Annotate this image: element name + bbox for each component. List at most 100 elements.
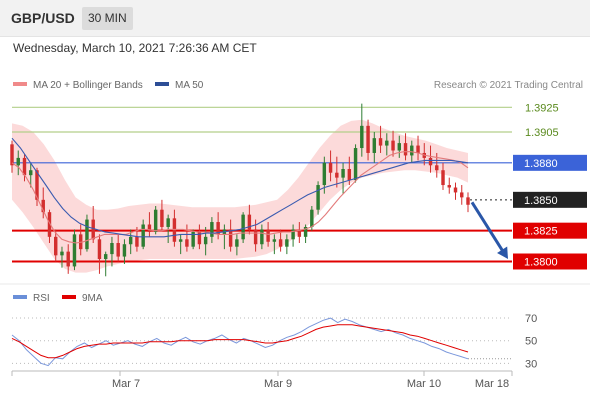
ma50-line [11,137,469,238]
legend-9ma-label: 9MA [82,293,103,304]
candle-body [210,222,214,237]
timeframe-button[interactable]: 30 MIN [82,7,133,30]
candle-body [185,239,189,247]
timestamp: Wednesday, March 10, 2021 7:26:36 AM CET [13,41,257,55]
legend-ma50-label: MA 50 [175,80,204,91]
candle-body [453,187,458,193]
candle-body [153,209,158,232]
level-label-support: 1.3800 [524,257,558,269]
level-tag-current [513,191,587,208]
candle-body [322,162,327,186]
candle-body [378,138,383,146]
level-label-support: 1.3825 [524,226,558,238]
legend-rsi: RSI [13,293,50,304]
header-bar: GBP/USD 30 MIN [0,0,590,37]
candle-body [60,251,64,256]
candle-body [285,239,289,247]
candle-body [291,229,295,240]
rsi-tick-label: 50 [525,336,537,348]
forecast-arrow-head [497,246,508,260]
legend-ma20-label: MA 20 + Bollinger Bands [33,80,143,91]
candle-body [122,244,127,257]
x-tick-label: Mar 7 [112,378,140,390]
candle-body [47,212,52,237]
candle-body [260,229,264,245]
candle-body [116,243,120,257]
level-label-pivot: 1.3880 [524,158,558,170]
x-tick-label: Mar 18 [475,378,509,390]
candle-body [110,243,114,255]
candle-body [328,162,333,173]
candle-body [91,219,95,240]
x-tick-label: Mar 9 [264,378,292,390]
candle-body [178,239,183,242]
legend-rsi-swatch [13,295,27,300]
candle-body [385,140,389,146]
candle-body [416,145,420,153]
legend-9ma-swatch [62,295,76,300]
candle-body [466,197,470,205]
candle-body [347,169,352,181]
candle-body [35,170,39,200]
candle-body [172,218,177,242]
candle-body [135,236,139,247]
candle-body [29,170,33,176]
candle-body [428,157,433,166]
rsi-tick-label: 70 [525,313,537,325]
level-label-resistance: 1.3905 [525,127,559,139]
level-tag-support [513,253,587,270]
candle-body [166,218,170,227]
candle-body [241,214,245,240]
candle-body [147,224,152,232]
candle-body [447,185,451,188]
forecast-arrow-shaft [470,201,506,254]
candle-body [72,234,77,267]
candle-body [85,219,89,250]
level-tag-pivot [513,154,587,171]
candle-body [391,140,395,151]
legend-ma20-swatch [13,82,27,87]
credit-text: Research © 2021 Trading Central [433,80,583,91]
candle-body [191,231,195,247]
legend-ma50-swatch [155,82,169,87]
legend-rsi-label: RSI [33,293,50,304]
candle-body [41,199,45,213]
x-tick-label: Mar 10 [407,378,441,390]
candle-body [66,251,70,267]
candle-body [197,231,202,245]
legend-ma20: MA 20 + Bollinger Bands [13,80,143,91]
currency-pair-title: GBP/USD [11,10,75,26]
candle-body [22,157,27,176]
candle-body [460,192,464,198]
candle-body [235,239,239,247]
candle-body [353,148,358,181]
candle-body [16,157,20,166]
rsi-ma9-line [11,324,469,359]
candle-body [253,229,258,245]
candle-body [160,209,164,227]
candle-body [435,165,439,171]
candle-body [54,236,58,256]
candle-body [103,254,108,260]
candle-body [316,185,320,210]
level-label-resistance: 1.3925 [525,102,559,114]
legend-9ma: 9MA [62,293,103,304]
candle-body [397,143,402,151]
candle-body [278,239,283,247]
candle-body [403,143,408,156]
ma20-line [11,151,469,244]
candle-body [410,145,414,156]
candle-body [297,229,302,237]
candle-body [360,125,364,149]
candle-body [335,172,339,178]
candle-body [341,169,345,178]
candle-body [303,226,308,237]
candle-body [310,209,314,227]
candle-body [216,222,220,235]
candle-body [203,236,208,245]
level-label-current: 1.3850 [524,195,558,207]
rsi-line [11,317,469,367]
candle-body [10,144,14,166]
rsi-tick-label: 30 [525,358,537,370]
